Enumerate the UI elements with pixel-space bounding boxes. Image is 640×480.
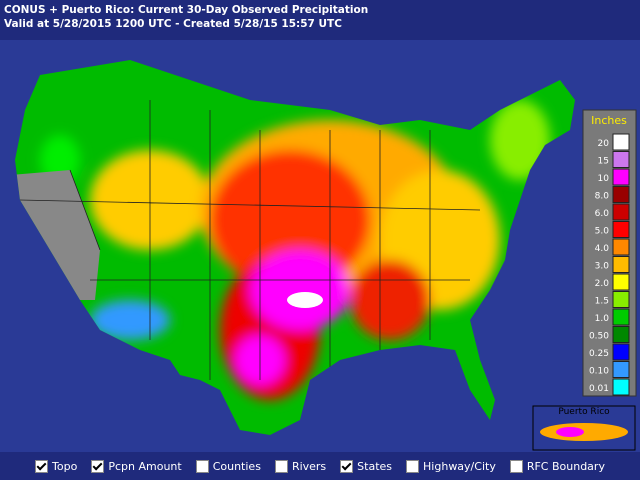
legend-swatch (612, 151, 630, 168)
map-title: CONUS + Puerto Rico: Current 30-Day Obse… (4, 4, 369, 16)
checkbox[interactable] (91, 459, 105, 473)
toggle-label[interactable]: Highway/City (423, 459, 496, 473)
legend-label: 0.01 (589, 384, 609, 394)
legend-label: 15 (598, 157, 609, 167)
checkbox[interactable] (195, 459, 209, 473)
legend-title: Inches (591, 114, 627, 127)
legend-swatch (612, 256, 630, 273)
legend-swatch (612, 308, 630, 326)
legend-label: 1.0 (595, 314, 610, 324)
state-lines (19, 100, 481, 380)
checkbox[interactable] (340, 459, 354, 473)
legend-swatch (612, 186, 630, 203)
legend-label: 4.0 (595, 244, 610, 254)
legend-swatch (612, 291, 630, 308)
toggle-label[interactable]: Topo (52, 459, 78, 473)
map: Inches 20 15 10 8.0 6.0 5.0 4.0 3.0 2.0 1.5 1.0 0.5… (0, 40, 640, 452)
toggle-label[interactable]: RFC Boundary (526, 459, 605, 473)
legend: Inches 20 15 10 8.0 6.0 5.0 4.0 3.0 2.0 1.5 1.0 0.5… (582, 109, 637, 397)
legend-label: 10 (598, 174, 610, 184)
inset-label: Puerto Rico (558, 407, 610, 417)
toggle-label[interactable]: Pcpn Amount (108, 459, 182, 473)
legend-swatch (612, 238, 630, 256)
max-precip-spot (287, 292, 323, 308)
checkbox[interactable] (509, 459, 523, 473)
legend-swatch (612, 221, 630, 238)
legend-label: 8.0 (595, 192, 610, 202)
map-subtitle: Valid at 5/28/2015 1200 UTC - Created 5/… (4, 18, 342, 30)
precip-field (15, 60, 575, 435)
checkbox[interactable] (35, 459, 49, 473)
legend-swatch (612, 326, 630, 343)
layer-toggle[interactable]: Counties (195, 459, 261, 473)
legend-swatch (612, 133, 630, 151)
legend-label: 0.50 (589, 332, 609, 342)
legend-label: 0.10 (589, 367, 609, 377)
legend-label: 3.0 (595, 262, 610, 272)
legend-label: 2.0 (595, 279, 610, 289)
layer-toggle[interactable]: Topo (35, 459, 78, 473)
layer-toggle[interactable]: RFC Boundary (509, 459, 605, 473)
control-bar: Topo Pcpn Amount Counties Rivers States Highw… (0, 452, 640, 480)
checkbox[interactable] (274, 459, 288, 473)
toggle-label[interactable]: Rivers (291, 459, 327, 473)
legend-label: 6.0 (595, 209, 610, 219)
legend-label: 5.0 (595, 227, 610, 237)
legend-swatch (612, 168, 630, 186)
checkbox[interactable] (406, 459, 420, 473)
legend-label: 0.25 (589, 349, 609, 359)
legend-swatch (612, 273, 630, 291)
legend-swatch (612, 378, 630, 396)
layer-toggle[interactable]: Highway/City (406, 459, 496, 473)
legend-swatch (612, 361, 630, 378)
legend-swatch (612, 343, 630, 361)
layer-toggle[interactable]: Pcpn Amount (91, 459, 182, 473)
no-data-area (15, 170, 100, 300)
legend-label: 1.5 (595, 297, 609, 307)
layer-toggle[interactable]: Rivers (274, 459, 327, 473)
legend-swatch (612, 203, 630, 221)
toggle-label[interactable]: States (357, 459, 393, 473)
legend-label: 20 (598, 139, 610, 149)
inset: Puerto Rico (532, 405, 636, 451)
layer-toggle[interactable]: States (340, 459, 393, 473)
toggle-label[interactable]: Counties (212, 459, 261, 473)
